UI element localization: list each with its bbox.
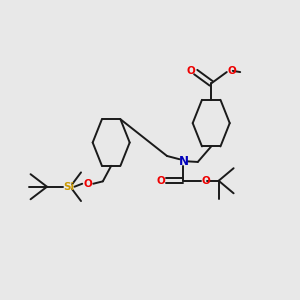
Text: O: O [228,66,236,76]
Text: O: O [202,176,210,186]
Text: O: O [156,176,165,186]
Text: N: N [178,155,188,168]
Text: O: O [186,66,195,76]
Text: O: O [83,179,92,189]
Text: Si: Si [63,182,74,192]
